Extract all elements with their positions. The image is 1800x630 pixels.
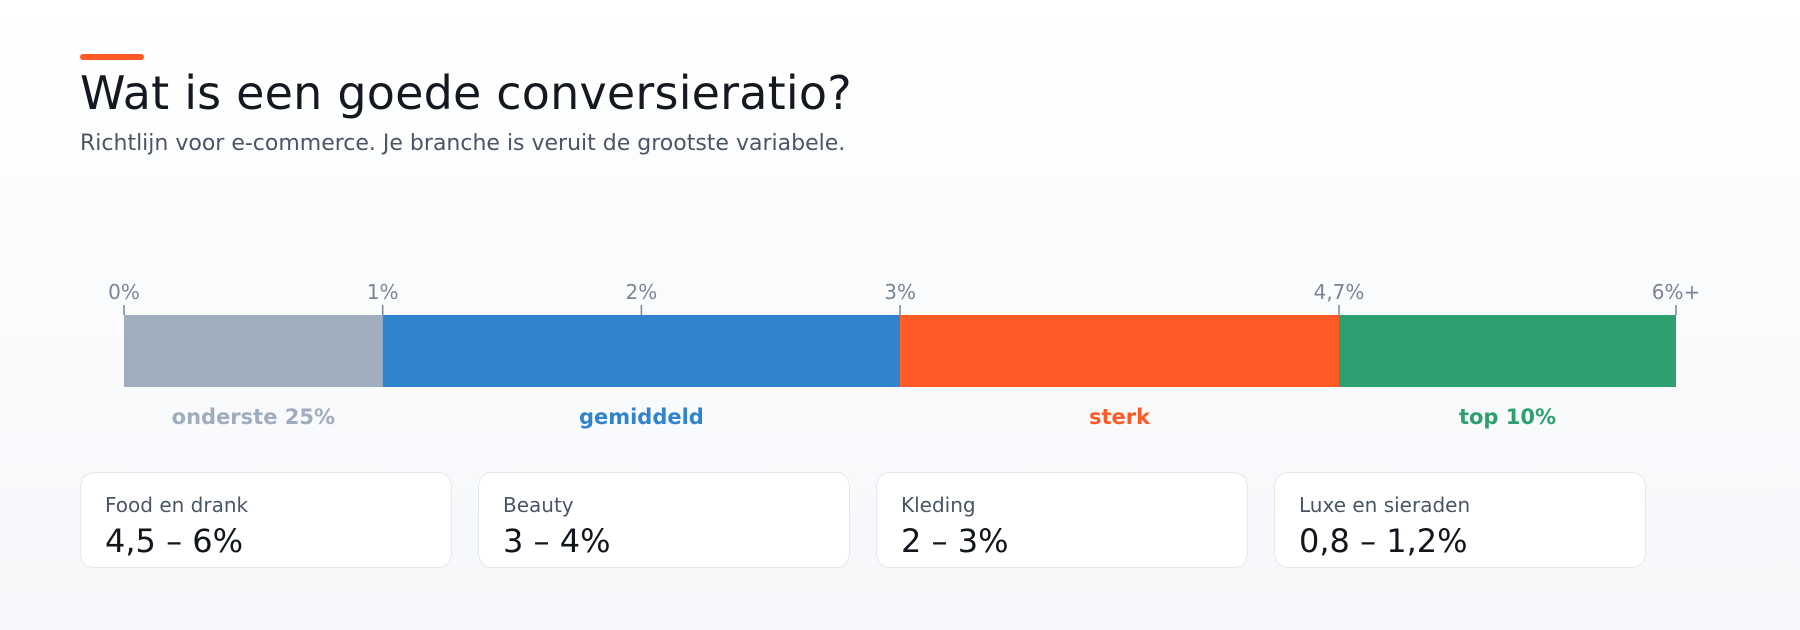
tick-label-1: 1% [367, 280, 399, 304]
page-title: Wat is een goede conversieratio? [80, 66, 852, 120]
tick-label-3: 3% [884, 280, 916, 304]
benchmark-label: Kleding [901, 493, 976, 517]
benchmark-value: 4,5 – 6% [105, 522, 243, 560]
accent-bar [80, 54, 144, 60]
segment-2 [900, 315, 1339, 387]
benchmark-label: Food en drank [105, 493, 249, 517]
benchmark-card-kleding: Kleding 2 – 3% [876, 472, 1248, 568]
tick-label-5: 6%+ [1652, 280, 1701, 304]
tick-label-0: 0% [108, 280, 140, 304]
benchmark-value: 2 – 3% [901, 522, 1009, 560]
segment-label-2: sterk [1089, 405, 1151, 429]
benchmark-card-food: Food en drank 4,5 – 6% [80, 472, 452, 568]
segment-label-3: top 10% [1459, 405, 1556, 429]
benchmark-cards: Food en drank 4,5 – 6% Beauty 3 – 4% Kle… [80, 472, 1646, 568]
benchmark-card-beauty: Beauty 3 – 4% [478, 472, 850, 568]
tick-label-2: 2% [626, 280, 658, 304]
segment-label-1: gemiddeld [579, 405, 704, 429]
tick-label-4: 4,7% [1314, 280, 1365, 304]
benchmark-label: Luxe en sieraden [1299, 493, 1471, 517]
segment-1 [382, 315, 901, 387]
page-subtitle: Richtlijn voor e-commerce. Je branche is… [80, 131, 846, 156]
segment-label-0: onderste 25% [172, 405, 335, 429]
benchmark-label: Beauty [503, 493, 574, 517]
segment-3 [1339, 315, 1676, 387]
benchmark-value: 0,8 – 1,2% [1299, 522, 1468, 560]
benchmark-value: 3 – 4% [503, 522, 611, 560]
conversion-scale-chart: 0% 1% 2% 3% 4,7% 6%+ onderste 25% gemiddeld ste… [108, 280, 1701, 429]
benchmark-card-luxe: Luxe en sieraden 0,8 – 1,2% [1274, 472, 1646, 568]
segment-0 [124, 315, 383, 387]
